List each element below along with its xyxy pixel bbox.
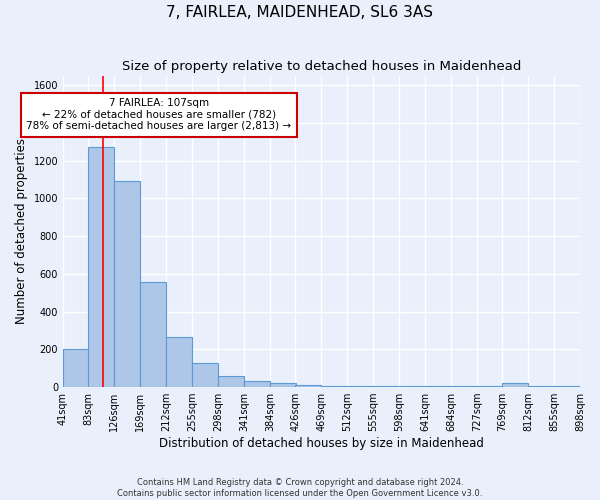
X-axis label: Distribution of detached houses by size in Maidenhead: Distribution of detached houses by size … bbox=[159, 437, 484, 450]
Bar bbox=[244, 382, 270, 387]
Title: Size of property relative to detached houses in Maidenhead: Size of property relative to detached ho… bbox=[122, 60, 521, 73]
Bar bbox=[399, 386, 425, 387]
Text: Contains HM Land Registry data © Crown copyright and database right 2024.
Contai: Contains HM Land Registry data © Crown c… bbox=[118, 478, 482, 498]
Bar bbox=[528, 386, 554, 387]
Bar bbox=[115, 182, 140, 387]
Bar bbox=[295, 385, 321, 387]
Bar bbox=[425, 386, 451, 387]
Bar bbox=[451, 386, 477, 387]
Bar bbox=[166, 337, 192, 387]
Bar bbox=[63, 350, 89, 387]
Bar bbox=[140, 282, 166, 387]
Y-axis label: Number of detached properties: Number of detached properties bbox=[15, 138, 28, 324]
Bar bbox=[477, 386, 503, 387]
Bar bbox=[218, 376, 244, 387]
Bar bbox=[192, 364, 218, 387]
Bar bbox=[347, 386, 373, 387]
Text: 7, FAIRLEA, MAIDENHEAD, SL6 3AS: 7, FAIRLEA, MAIDENHEAD, SL6 3AS bbox=[167, 5, 433, 20]
Bar bbox=[321, 386, 347, 387]
Text: 7 FAIRLEA: 107sqm
← 22% of detached houses are smaller (782)
78% of semi-detache: 7 FAIRLEA: 107sqm ← 22% of detached hous… bbox=[26, 98, 292, 132]
Bar bbox=[88, 148, 115, 387]
Bar bbox=[373, 386, 399, 387]
Bar bbox=[554, 386, 580, 387]
Bar bbox=[502, 384, 528, 387]
Bar bbox=[270, 384, 296, 387]
